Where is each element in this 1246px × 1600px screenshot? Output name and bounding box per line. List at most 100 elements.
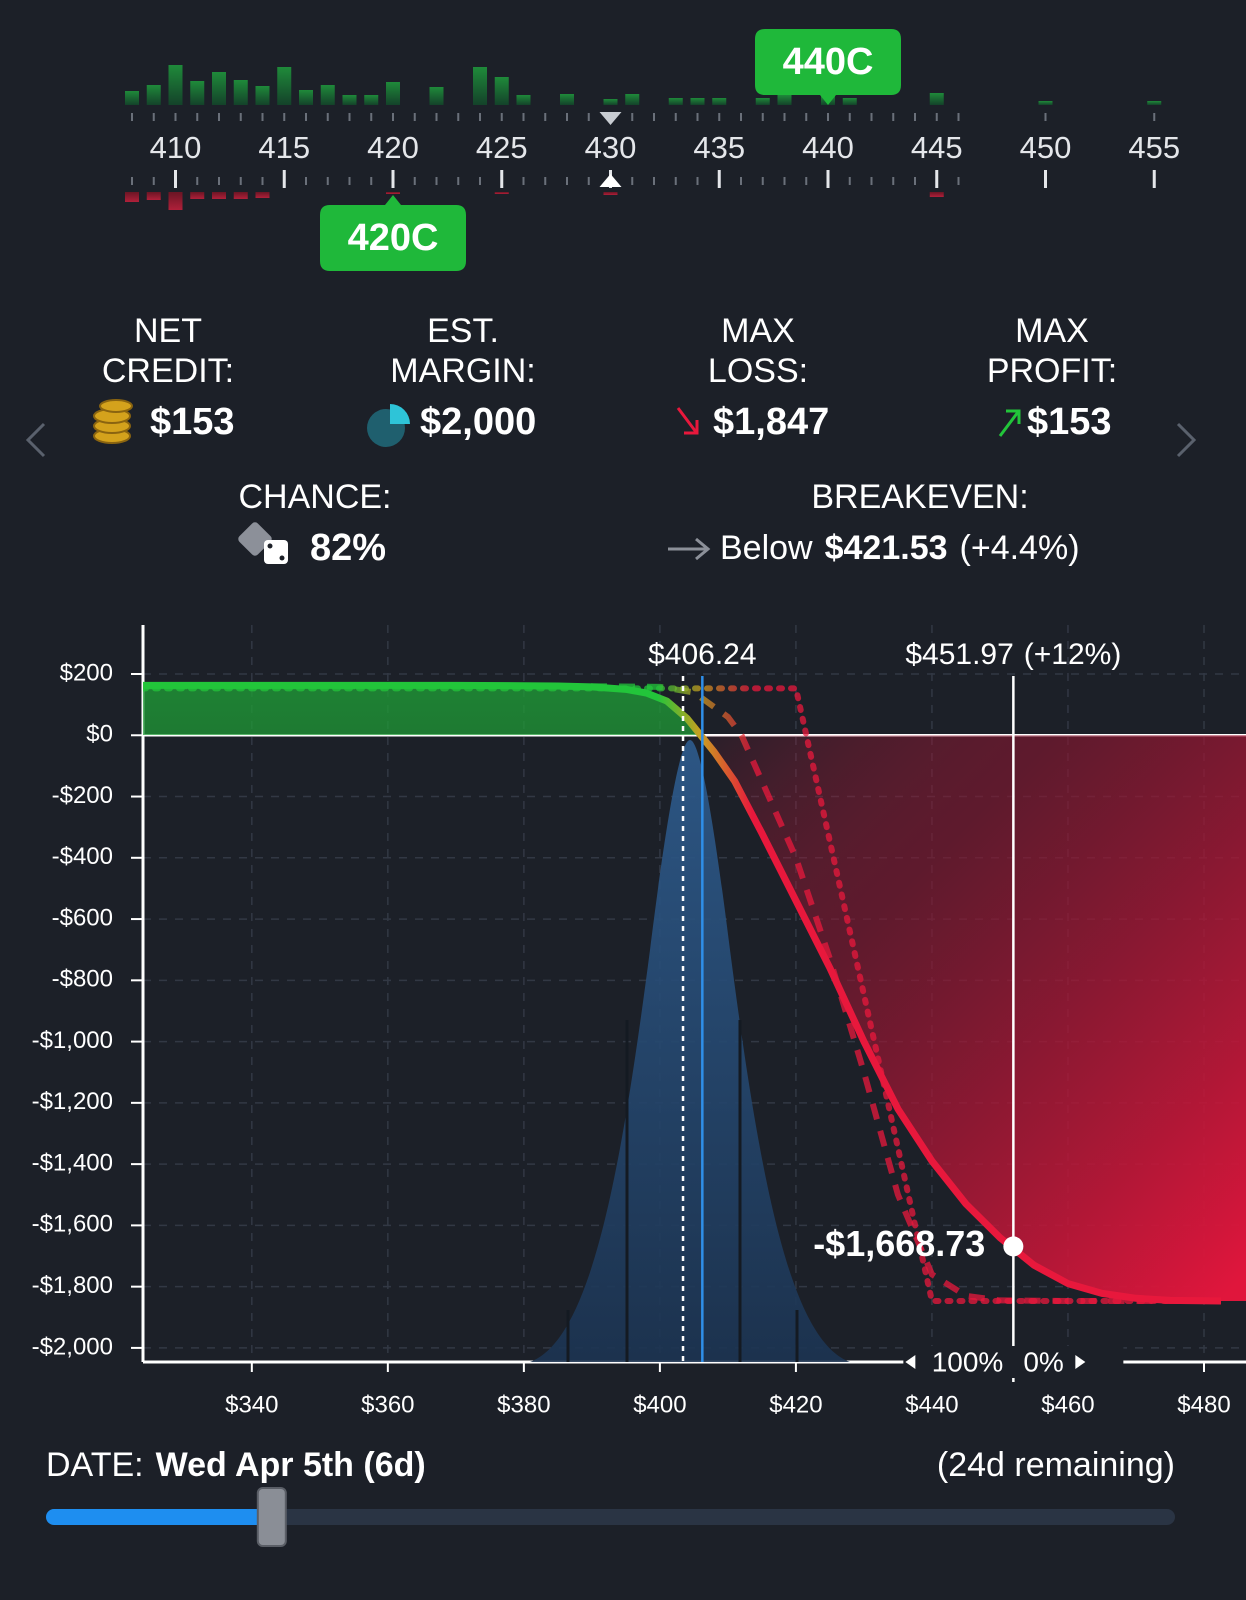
- pnl-lines: [143, 681, 1224, 1305]
- put-interest-bar: [125, 192, 139, 202]
- cursor-price: $451.97: [905, 638, 1013, 671]
- leg-badge[interactable]: [755, 29, 901, 105]
- put-interest-bar: [386, 192, 400, 194]
- cursor-label: $451.97 (+12%): [905, 638, 1121, 671]
- slider-fill: [46, 1509, 272, 1525]
- strike-label[interactable]: 455: [1128, 130, 1180, 165]
- stat-label: MARGIN:: [390, 352, 535, 390]
- call-interest-bar: [516, 95, 531, 105]
- stat-label: PROFIT:: [987, 352, 1117, 390]
- underlying-marker: [599, 112, 622, 125]
- stat-label: MAX: [1015, 312, 1089, 350]
- underlying-marker: [599, 174, 622, 187]
- stat-value: $153: [150, 401, 235, 443]
- stat-label: LOSS:: [708, 352, 808, 390]
- strike-label[interactable]: 435: [693, 130, 745, 165]
- put-interest-bar: [494, 192, 509, 194]
- call-interest-bar: [755, 98, 770, 105]
- stat-label: NET: [134, 312, 202, 350]
- call-interest-bar: [625, 94, 640, 105]
- call-interest-bar: [233, 80, 248, 105]
- leg-label[interactable]: 440C: [783, 41, 874, 83]
- y-tick-label: -$1,600: [32, 1211, 113, 1238]
- strike-label[interactable]: 425: [476, 130, 528, 165]
- call-interest-bar: [364, 95, 379, 105]
- strike-label[interactable]: 420: [367, 130, 419, 165]
- dice-icon: [238, 522, 288, 564]
- strike-label[interactable]: 430: [585, 130, 637, 165]
- profit-arrow-icon: [998, 409, 1021, 437]
- y-tick-label: -$600: [52, 904, 113, 931]
- stats-panel: NETCREDIT:$153EST.MARGIN:$2,000MAXLOSS:$…: [102, 312, 1117, 443]
- call-interest-bar: [429, 87, 444, 105]
- leg-label[interactable]: 420C: [348, 217, 439, 259]
- y-tick-label: -$400: [52, 843, 113, 870]
- pnl-line-dashed: [143, 683, 1221, 1305]
- pnl-line-solid: [143, 681, 1222, 1305]
- chance-value: 82%: [310, 527, 386, 569]
- cursor-value: -$1,668.73: [813, 1223, 985, 1264]
- chart-overlay: $406.24 $451.97 (+12%) -$1,668.73 100% 0%: [648, 638, 1124, 1382]
- pnl-chart[interactable]: $200 $0 -$200 -$400 -$600 -$800 -$1,000 -$1,200…: [32, 625, 1246, 1418]
- put-interest-bar: [603, 192, 618, 195]
- put-interest-bar: [190, 192, 205, 199]
- cursor-left-pct: 100%: [932, 1346, 1004, 1377]
- x-tick-label: $360: [361, 1391, 414, 1418]
- y-tick-label: -$2,000: [32, 1333, 113, 1360]
- x-tick-label: $480: [1177, 1391, 1230, 1418]
- call-interest-bar: [494, 77, 509, 105]
- stat-value: $2,000: [420, 401, 536, 443]
- call-interest-bar: [125, 91, 139, 105]
- put-interest-bar: [929, 192, 944, 197]
- cursor-point[interactable]: [1003, 1236, 1024, 1257]
- y-tick-label: -$1,200: [32, 1088, 113, 1115]
- call-interest-bar: [473, 67, 487, 105]
- call-interest-bar: [1147, 101, 1162, 105]
- x-tick-label: $400: [633, 1391, 686, 1418]
- strike-label[interactable]: 445: [911, 130, 963, 165]
- date-line: DATE: Wed Apr 5th (6d): [46, 1446, 426, 1484]
- strike-label[interactable]: 415: [258, 130, 310, 165]
- stat-label: CREDIT:: [102, 352, 234, 390]
- call-interest-bar: [929, 93, 944, 105]
- y-tick-label: -$1,400: [32, 1149, 113, 1176]
- x-tick-label: $380: [497, 1391, 550, 1418]
- slider-track[interactable]: [46, 1509, 1175, 1525]
- y-tick-label: -$1,800: [32, 1272, 113, 1299]
- call-interest-bar: [668, 98, 683, 105]
- call-interest-bar: [603, 99, 618, 105]
- call-interest-bar: [168, 65, 183, 105]
- strike-label[interactable]: 450: [1020, 130, 1072, 165]
- call-interest-bar: [190, 81, 205, 105]
- strike-label[interactable]: 440: [802, 130, 854, 165]
- strike-label[interactable]: 410: [150, 130, 202, 165]
- stat-label: MAX: [721, 312, 795, 350]
- put-interest-bar: [255, 192, 270, 198]
- slider-thumb[interactable]: [256, 1487, 287, 1547]
- coins-icon: [93, 399, 133, 444]
- cursor-change: (+12%): [1024, 638, 1122, 671]
- call-interest-bar: [842, 98, 857, 105]
- pie-icon: [367, 404, 410, 447]
- put-interest-bar: [212, 192, 226, 199]
- call-interest-bar: [255, 86, 270, 105]
- breakeven-price: $421.53: [825, 529, 948, 567]
- prev-chevron[interactable]: [25, 422, 46, 458]
- call-interest-bar: [146, 85, 161, 105]
- y-tick-label: -$800: [52, 966, 113, 993]
- y-tick-label: -$1,000: [32, 1027, 113, 1054]
- loss-area: [143, 735, 1246, 1302]
- stat-label: EST.: [427, 312, 499, 350]
- strike-ladder[interactable]: 410 415 420 425 430 435 440 445 450 455 440C 420C: [125, 29, 1180, 271]
- call-interest-bar: [277, 67, 292, 105]
- date-remaining: (24d remaining): [937, 1446, 1175, 1484]
- next-chevron[interactable]: [1176, 422, 1197, 458]
- date-slider[interactable]: [46, 1487, 1175, 1547]
- y-tick-label: -$200: [52, 782, 113, 809]
- stat-value: $1,847: [713, 401, 829, 443]
- leg-badge[interactable]: [320, 195, 466, 271]
- put-interest-bar: [168, 192, 183, 210]
- call-interest-bar: [299, 90, 313, 105]
- put-interest-bar: [146, 192, 161, 200]
